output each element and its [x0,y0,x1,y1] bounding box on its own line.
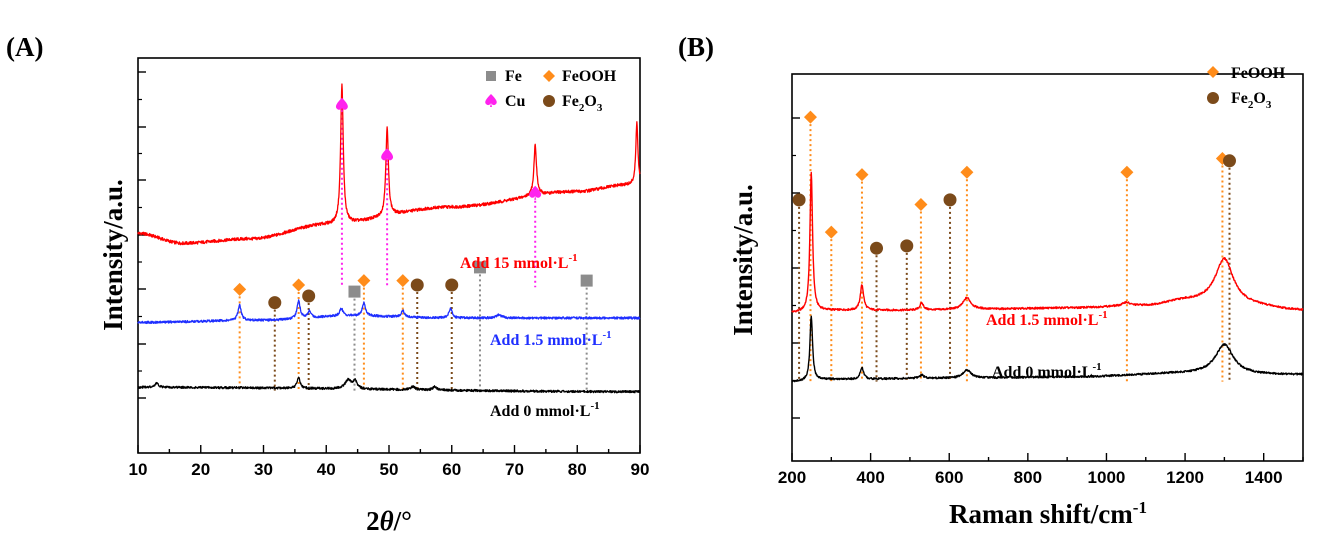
panel-b-series-labels: Add 1.5 mmol·L-1 Add 0 mmol·L-1 [986,309,1108,381]
panel-b-label: (B) [678,32,714,62]
panel-a-tick-labels: 10 20 30 40 50 60 70 80 90 [129,460,650,479]
x-tick-label: 800 [1014,468,1042,487]
square-marker [473,261,486,274]
x-tick-label: 200 [778,468,806,487]
circle-marker [1222,154,1236,168]
diamond-marker [357,274,371,288]
x-tick-label: 1000 [1088,468,1126,487]
legend-fe-square-marker [486,71,496,81]
square-marker [580,274,593,287]
series-label-0mmol: Add 0 mmol·L-1 [490,400,600,420]
panel-a-xrd-chart: 10 20 30 40 50 60 70 80 90 Add 15 mmol·L-1 Add 1… [98,57,650,536]
legend-fe2o3-circle-marker-b [1207,92,1219,104]
x-tick-label: 80 [568,460,587,479]
series-label-15mmol: Add 15 mmol·L-1 [460,252,578,272]
series-label-1-5mmol-raman: Add 1.5 mmol·L-1 [986,309,1108,329]
circle-marker [445,278,459,292]
diamond-marker [396,274,410,288]
panel-a-series [137,83,641,394]
diamond-marker [855,168,869,182]
panel-a-y-axis-title: Intensity/a.u. [98,179,128,331]
circle-marker [302,289,316,303]
panel-b-drop-lines [798,124,1231,382]
circle-marker [900,239,914,253]
x-tick-label: 60 [442,460,461,479]
series-line-blue [137,299,641,325]
diamond-marker [803,110,817,124]
panel-a-markers [233,97,593,310]
series-line-red [137,83,641,246]
panel-a-legend: Fe FeOOH Cu Fe2O3 [485,68,617,114]
panel-a-series-labels: Add 15 mmol·L-1 Add 1.5 mmol·L-1 Add 0 m… [460,252,612,420]
circle-marker [870,241,884,255]
legend-feooh-diamond-marker-b [1207,66,1219,78]
legend-fe2o3: Fe2O3 [562,93,603,114]
circle-marker [943,193,957,207]
panel-b-legend: FeOOH Fe2O3 [1207,65,1286,111]
panel-b-x-axis-title: Raman shift/cm-1 [949,498,1147,529]
square-marker [348,285,361,298]
panel-b-y-axis-title: Intensity/a.u. [728,184,758,336]
circle-marker [792,193,806,207]
x-tick-label: 20 [191,460,210,479]
legend-cu: Cu [505,93,526,110]
x-tick-label: 400 [856,468,884,487]
diamond-marker [1120,165,1134,179]
panel-a-drop-lines [238,112,588,391]
series-line-black [791,315,1304,383]
x-tick-label: 1400 [1245,468,1283,487]
legend-fe2o3-b: Fe2O3 [1231,90,1272,111]
series-label-1-5mmol: Add 1.5 mmol·L-1 [490,329,612,349]
legend-feooh-diamond-marker [543,70,555,82]
x-tick-label: 70 [505,460,524,479]
x-tick-label: 10 [129,460,148,479]
circle-marker [410,278,424,292]
diamond-marker [914,198,928,211]
panel-a-ticks [137,71,641,453]
x-tick-label: 40 [317,460,336,479]
legend-cu-spade-marker [485,94,497,107]
spade-marker [529,185,542,200]
x-tick-label: 50 [380,460,399,479]
panel-a-x-axis-title: 2θ/° [366,506,412,536]
x-tick-label: 90 [631,460,650,479]
legend-feooh-b: FeOOH [1231,65,1286,82]
diamond-marker [292,278,306,292]
x-tick-label: 600 [935,468,963,487]
diamond-marker [233,282,247,296]
series-line-red [791,171,1304,313]
panel-a-label: (A) [6,32,43,62]
legend-fe: Fe [505,68,522,85]
panel-b-frame [791,73,1304,462]
x-tick-label: 30 [254,460,273,479]
x-tick-label: 1200 [1166,468,1204,487]
panel-b-raman-chart: 200 400 600 800 1000 1200 1400 Add 1.5 mmol·L-… [728,65,1304,529]
series-label-0mmol-raman: Add 0 mmol·L-1 [992,361,1102,381]
panel-b-ticks [791,117,1304,461]
legend-fe2o3-circle-marker [543,95,555,107]
series-line-black [137,376,641,394]
spade-marker [381,148,394,163]
circle-marker [268,296,282,310]
panel-b-tick-labels: 200 400 600 800 1000 1200 1400 [778,468,1283,487]
legend-feooh: FeOOH [562,68,617,85]
diamond-marker [824,225,838,239]
diamond-marker [960,165,974,179]
panel-b-markers [792,110,1236,255]
panel-b-series [791,171,1304,383]
spade-marker [336,97,348,112]
